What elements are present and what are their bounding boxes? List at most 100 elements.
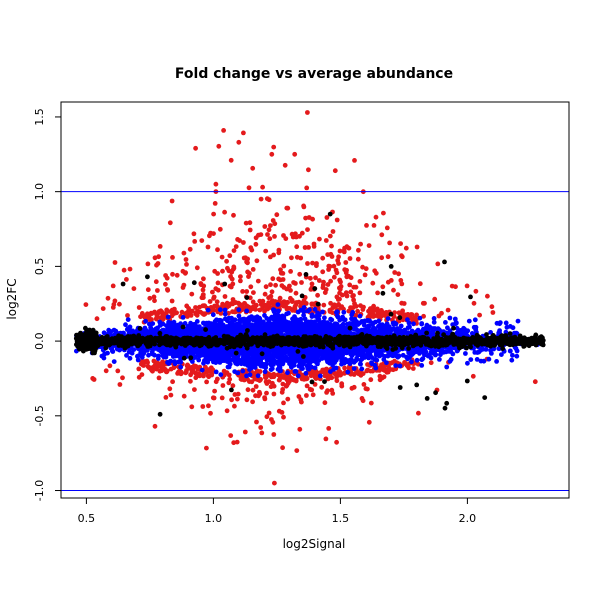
data-point-red: [310, 301, 316, 307]
data-point-red: [257, 369, 263, 374]
data-point-red: [105, 295, 111, 301]
data-point-red: [316, 278, 322, 283]
data-point-red: [322, 290, 328, 295]
data-point-red: [384, 225, 390, 231]
data-point-red: [313, 275, 318, 281]
data-point-red: [271, 144, 277, 150]
data-point-red: [156, 309, 162, 314]
data-point-blue: [205, 322, 211, 328]
data-point-blue: [252, 329, 258, 335]
data-point-red: [257, 378, 262, 383]
data-point-red: [343, 260, 349, 265]
data-point-red: [337, 285, 342, 291]
data-point-red: [387, 240, 392, 246]
data-point-red: [257, 307, 263, 313]
data-point-red: [256, 393, 261, 399]
data-point-red: [385, 254, 391, 260]
data-point-red: [420, 300, 426, 306]
data-point-red: [243, 255, 248, 261]
data-point-red: [152, 255, 158, 261]
data-point-red: [204, 379, 210, 385]
data-point-red: [189, 291, 195, 297]
data-point-red: [210, 289, 215, 295]
data-point-blue: [276, 308, 281, 314]
data-point-red: [377, 377, 383, 383]
data-point-red: [389, 360, 395, 366]
data-point-red: [184, 262, 189, 267]
data-point-blue: [417, 315, 423, 321]
data-point-red: [335, 258, 341, 263]
data-point-red: [293, 231, 298, 237]
data-point-blue: [157, 323, 163, 328]
data-point-red: [337, 290, 342, 296]
data-point-red: [368, 377, 374, 383]
data-point-blue: [305, 308, 311, 314]
data-point-red: [268, 373, 273, 379]
data-point-blue: [290, 320, 296, 326]
data-point-red: [381, 210, 386, 216]
data-point-red: [289, 299, 295, 304]
data-point-red: [167, 386, 173, 392]
y-axis-label: log2FC: [5, 278, 19, 319]
data-point-red: [266, 295, 271, 301]
data-point-red: [244, 303, 250, 309]
data-point-red: [187, 246, 193, 252]
data-point-red: [156, 254, 162, 260]
data-point-blue: [376, 329, 381, 334]
data-point-red: [445, 307, 451, 313]
data-point-blue: [463, 351, 468, 356]
data-point-red: [125, 313, 130, 318]
data-point-red: [325, 252, 331, 257]
data-point-blue: [312, 306, 318, 312]
data-point-red: [250, 165, 256, 171]
data-point-blue: [230, 317, 235, 322]
data-point-red: [194, 311, 199, 317]
data-point-red: [200, 404, 206, 409]
data-point-blue: [235, 370, 241, 376]
data-point-red: [253, 241, 259, 247]
data-point-red: [321, 302, 327, 308]
data-point-red: [301, 203, 306, 209]
data-point-red: [353, 303, 359, 309]
data-point-red: [270, 218, 276, 223]
data-point-red: [322, 400, 328, 406]
data-point-red: [268, 223, 273, 229]
data-point-red: [304, 393, 309, 398]
data-point-red: [334, 294, 340, 300]
data-point-red: [258, 196, 264, 202]
data-point-red: [298, 303, 303, 309]
data-point-blue: [135, 357, 141, 363]
data-point-red: [120, 375, 125, 381]
data-point-red: [313, 371, 319, 376]
data-point-blue: [164, 329, 170, 335]
data-point-red: [281, 400, 286, 406]
data-point-blue: [316, 313, 322, 318]
data-point-red: [348, 289, 354, 295]
data-point-red: [273, 282, 278, 288]
data-point-red: [168, 392, 174, 398]
data-point-red: [435, 261, 441, 267]
data-point-red: [307, 386, 313, 392]
data-point-red: [350, 293, 355, 299]
data-point-red: [485, 293, 490, 299]
data-point-blue: [187, 326, 192, 332]
data-point-blue: [313, 324, 319, 329]
data-point-red: [182, 270, 188, 276]
data-point-red: [145, 287, 151, 293]
data-point-red: [358, 372, 364, 378]
data-point-blue: [131, 347, 137, 352]
data-point-blue: [409, 359, 414, 365]
data-point-red: [280, 445, 285, 451]
data-point-red: [348, 275, 354, 281]
data-point-blue: [106, 327, 112, 333]
data-point-blue: [303, 370, 309, 376]
data-point-red: [259, 430, 265, 436]
data-point-red: [416, 410, 421, 416]
data-point-red: [291, 280, 296, 285]
data-point-blue: [322, 315, 327, 321]
data-point-red: [145, 261, 151, 267]
data-point-red: [293, 302, 299, 308]
data-point-red: [323, 238, 329, 243]
data-point-red: [464, 283, 470, 289]
data-point-blue: [236, 307, 242, 313]
